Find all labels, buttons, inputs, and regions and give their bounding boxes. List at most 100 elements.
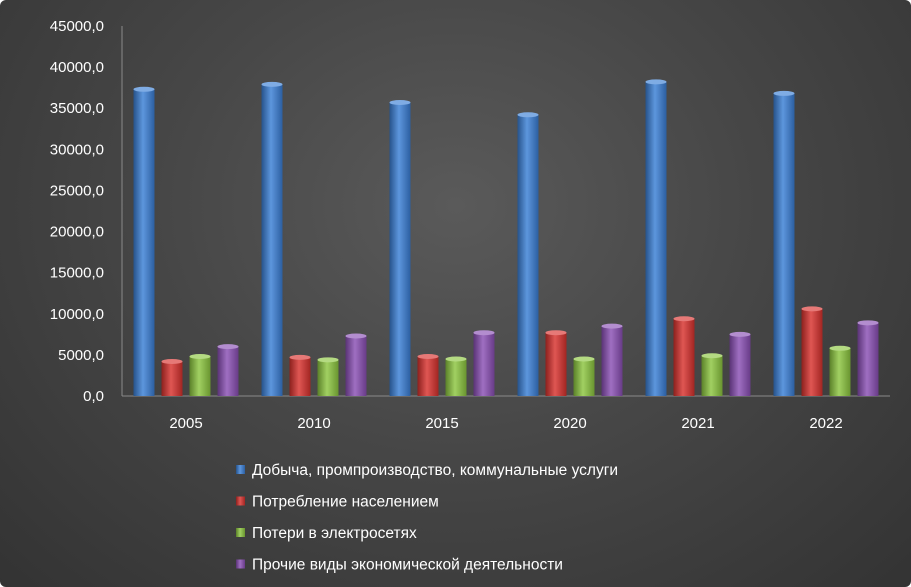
bar-top	[801, 306, 823, 312]
bar-body	[829, 348, 851, 396]
bar	[545, 330, 567, 396]
bar-body	[189, 356, 211, 396]
bar-body	[729, 334, 751, 396]
legend-swatch	[236, 465, 245, 474]
x-axis: 2005 2010 2015 2020 2021 2022	[122, 395, 890, 432]
legend-item: Добыча, промпроизводство, коммунальные у…	[236, 462, 618, 479]
bar-body	[445, 359, 467, 396]
legend-item: Потребление населением	[236, 494, 439, 511]
bar	[345, 333, 367, 396]
y-tick-label: 25000,0	[50, 182, 104, 199]
legend-item: Прочие виды экономической деятельности	[236, 557, 563, 574]
bar-top	[773, 90, 795, 96]
bar-body	[345, 335, 367, 396]
bar-body	[317, 359, 339, 396]
bar-body	[545, 332, 567, 396]
bar-top	[445, 356, 467, 362]
bar	[857, 320, 879, 396]
bar	[473, 330, 495, 396]
bar-top	[473, 330, 495, 336]
bar-body	[517, 114, 539, 397]
bar-body	[857, 322, 879, 396]
legend-label: Прочие виды экономической деятельности	[252, 557, 563, 574]
bar	[517, 112, 539, 397]
bar	[645, 79, 667, 397]
bar-body	[261, 84, 283, 396]
bar	[317, 357, 339, 396]
bar	[573, 356, 595, 396]
x-tick-label: 2022	[809, 415, 842, 432]
bar-body	[417, 356, 439, 396]
bar-top	[389, 99, 411, 105]
bar-top	[217, 344, 239, 350]
bar	[289, 354, 311, 396]
x-tick-label: 2005	[169, 415, 202, 432]
bar-body	[673, 318, 695, 396]
bar	[161, 358, 183, 396]
bar-top	[645, 79, 667, 85]
bar-body	[389, 102, 411, 396]
legend-swatch	[236, 528, 245, 537]
y-tick-label: 20000,0	[50, 224, 104, 241]
bar	[729, 331, 751, 396]
bar-body	[289, 357, 311, 396]
x-tick-label: 2020	[553, 415, 586, 432]
bar-top	[673, 316, 695, 322]
bar-body	[473, 332, 495, 396]
y-tick-label: 40000,0	[50, 59, 104, 76]
bar-top	[161, 358, 183, 364]
bar-top	[701, 353, 723, 359]
bar-body	[701, 355, 723, 396]
y-tick-label: 0,0	[83, 388, 104, 405]
bar	[601, 323, 623, 396]
bar	[801, 306, 823, 396]
legend-item: Потери в электросетях	[236, 525, 417, 542]
bar-body	[133, 89, 155, 397]
bar	[217, 344, 239, 396]
y-tick-label: 5000,0	[58, 347, 104, 364]
bar-top	[345, 333, 367, 339]
y-tick-label: 45000,0	[50, 18, 104, 35]
bar	[673, 316, 695, 396]
bar-top	[573, 356, 595, 362]
legend-label: Потребление населением	[252, 494, 439, 511]
x-tick-label: 2010	[297, 415, 330, 432]
bar	[261, 81, 283, 396]
bar	[389, 99, 411, 396]
bar-top	[545, 330, 567, 336]
bar-top	[189, 354, 211, 360]
legend-swatch	[236, 496, 245, 506]
bar-top	[729, 331, 751, 337]
legend-swatch	[236, 559, 245, 569]
legend-label: Добыча, промпроизводство, коммунальные у…	[252, 462, 618, 479]
bar-top	[517, 112, 539, 118]
bar-top	[417, 354, 439, 360]
bar-body	[773, 93, 795, 396]
bar-body	[645, 81, 667, 397]
bar-body	[217, 346, 239, 396]
bar	[133, 86, 155, 397]
bar	[417, 354, 439, 396]
legend-label: Потери в электросетях	[252, 525, 417, 542]
y-tick-label: 35000,0	[50, 100, 104, 117]
y-tick-label: 15000,0	[50, 265, 104, 282]
bar-body	[601, 326, 623, 396]
bar	[445, 356, 467, 396]
bar-body	[573, 359, 595, 396]
bar-top	[317, 357, 339, 363]
bar	[773, 90, 795, 396]
legend: Добыча, промпроизводство, коммунальные у…	[236, 462, 618, 574]
y-axis: 0,0 5000,0 10000,0 15000,0 20000,0 25000,0 300…	[50, 18, 123, 405]
bar	[189, 354, 211, 396]
x-tick-label: 2015	[425, 415, 458, 432]
bar-top	[133, 86, 155, 92]
y-tick-label: 10000,0	[50, 306, 104, 323]
x-tick-label: 2021	[681, 415, 714, 432]
bar-body	[801, 308, 823, 396]
bar	[701, 353, 723, 396]
y-tick-label: 30000,0	[50, 141, 104, 158]
bars	[133, 79, 879, 397]
bar-body	[161, 361, 183, 396]
bar-top	[601, 323, 623, 329]
